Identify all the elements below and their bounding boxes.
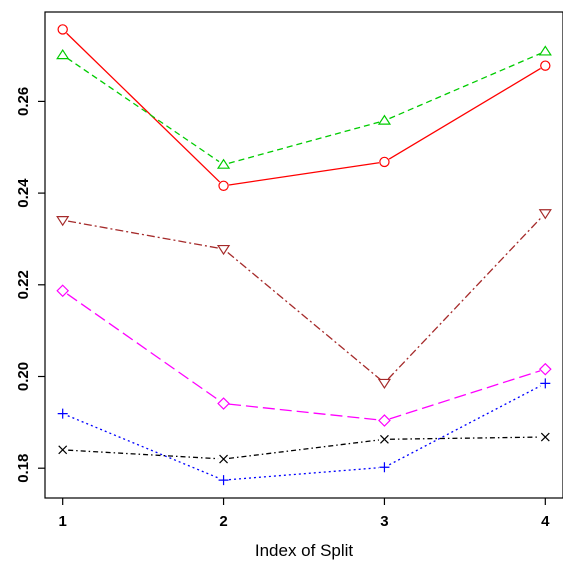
data-point-triangle-down [377,378,392,390]
series-3 [56,209,552,390]
series-line-segment [228,121,380,164]
data-point-triangle-down [56,216,70,227]
series-line-segment [228,162,380,186]
series-layer [56,24,552,486]
series-5 [57,378,551,486]
series-line-segment [389,436,540,440]
x-tick-label: 3 [380,513,388,530]
data-point-triangle-up [538,45,552,56]
series-line-segment [227,252,381,380]
series-line-segment [389,53,541,120]
data-point-cross [58,445,68,455]
series-line-segment [66,293,220,401]
series-4 [56,284,552,427]
data-point-plus [218,475,229,486]
data-point-triangle-up [56,48,70,60]
series-line-segment [66,32,221,183]
data-point-circle [218,180,229,191]
y-tick-label: 0.18 [15,454,32,483]
y-tick-label: 0.20 [15,362,32,391]
y-tick-label: 0.22 [15,270,32,299]
data-point-cross [380,434,389,444]
series-6 [58,432,550,464]
data-point-circle [540,60,551,71]
data-point-circle [379,156,390,168]
data-point-triangle-up [216,158,231,169]
x-tick-label: 4 [541,513,550,530]
x-axis: 1 2 3 4 [59,498,550,530]
data-point-plus [57,408,68,419]
data-point-triangle-down [216,244,231,256]
data-point-circle [57,24,68,35]
x-tick-label: 2 [219,513,227,530]
data-point-diamond [378,414,391,427]
series-line-segment [389,370,541,420]
data-point-triangle-down [538,209,552,220]
series-line-segment [388,67,541,160]
series-line-segment [66,57,220,163]
data-point-cross [540,432,550,442]
series-line-segment [228,403,380,421]
data-point-cross [219,454,228,464]
series-line-segment [68,449,219,460]
data-point-plus [379,462,390,473]
data-point-plus [540,378,551,389]
series-line-segment [387,216,542,380]
x-axis-title: Index of Split [255,541,354,560]
x-tick-label: 1 [59,513,67,530]
y-axis: 0.18 0.20 0.22 0.24 0.26 [15,87,45,483]
data-point-diamond [217,397,230,410]
series-line-segment [67,415,219,479]
series-2 [56,45,552,169]
data-point-diamond [56,284,70,298]
y-tick-label: 0.26 [15,87,32,116]
series-line-segment [67,220,219,249]
data-point-triangle-up [377,114,392,125]
series-line-segment [228,439,380,460]
series-line-segment [389,385,541,466]
series-line-segment [228,467,380,481]
y-tick-label: 0.24 [15,178,32,208]
data-point-diamond [538,362,552,376]
series-1 [57,24,551,191]
plot-frame [44,11,563,499]
